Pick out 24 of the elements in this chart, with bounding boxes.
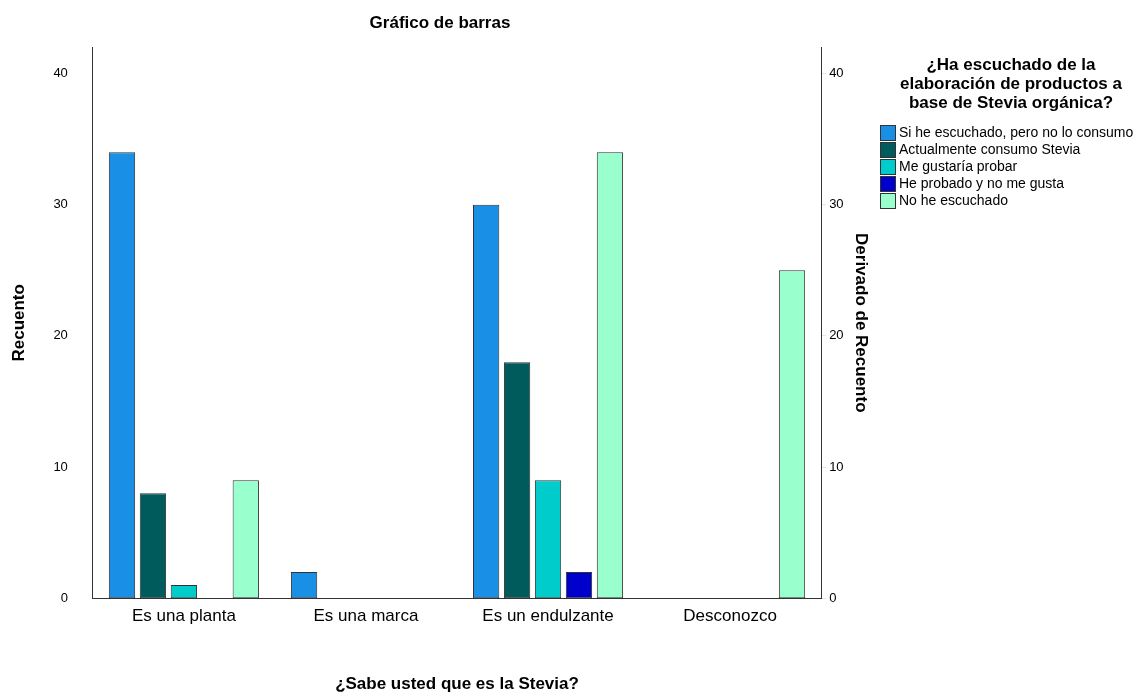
y-tick-label: 30 xyxy=(53,196,68,212)
x-tick-label: Es una marca xyxy=(313,606,419,626)
y-tick-label: 20 xyxy=(53,327,68,343)
y2-tick-label: 10 xyxy=(829,458,844,474)
x-tick-label: Desconozco xyxy=(683,606,777,626)
y-tick-label: 40 xyxy=(53,65,68,81)
y2-tick-label: 40 xyxy=(829,65,844,81)
y-tick-label: 0 xyxy=(60,589,68,605)
y2-tick-label: 30 xyxy=(829,196,844,212)
x-tick-label: Es un endulzante xyxy=(482,606,614,626)
legend-title: ¿Ha escuchado de la elaboración de productos a base de Stevia orgánica? xyxy=(899,55,1123,112)
y-axis-title: Recuento xyxy=(8,284,28,362)
x-tick-label: Es una planta xyxy=(131,606,237,626)
legend-label: Actualmente consumo Stevia xyxy=(899,141,1081,157)
legend-label: Me gustaría probar xyxy=(899,158,1018,174)
y2-tick-label: 20 xyxy=(829,327,844,343)
y2-axis-title: Derivado de Recuento xyxy=(852,233,872,413)
legend-label: Si he escuchado, pero no lo consumo xyxy=(899,124,1134,140)
x-axis-title: ¿Sabe usted que es la Stevia? xyxy=(335,674,579,694)
legend-label: He probado y no me gusta xyxy=(899,175,1064,191)
legend-label: No he escuchado xyxy=(899,192,1008,208)
chart-title: Gráfico de barras xyxy=(369,12,511,32)
y-tick-label: 10 xyxy=(53,458,68,474)
y2-tick-label: 0 xyxy=(829,589,837,605)
